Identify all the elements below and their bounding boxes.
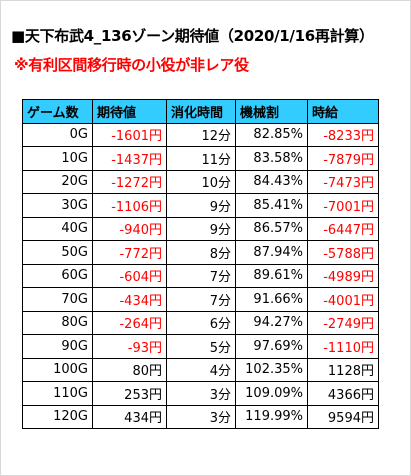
table-row: 90G -93円 5分 97.69% -1110円 xyxy=(22,334,379,359)
cell-expected-value: 253円 xyxy=(92,381,167,406)
header-hourly: 時給 xyxy=(307,99,379,124)
table-row: 0G -1601円 12分 82.85% -8233円 xyxy=(22,122,379,147)
cell-expected-value: -940円 xyxy=(92,216,167,241)
cell-payout: 97.69% xyxy=(235,334,308,359)
cell-payout: 87.94% xyxy=(235,240,308,265)
cell-time: 4分 xyxy=(166,357,236,382)
cell-expected-value: -772円 xyxy=(92,240,167,265)
cell-time: 7分 xyxy=(166,263,236,288)
cell-hourly: -1110円 xyxy=(307,334,379,359)
table-row: 80G -264円 6分 94.27% -2749円 xyxy=(22,310,379,335)
cell-time: 10分 xyxy=(166,169,236,194)
table-row: 110G 253円 3分 109.09% 4366円 xyxy=(22,381,379,406)
header-games: ゲーム数 xyxy=(22,99,93,124)
cell-expected-value: 434円 xyxy=(92,404,167,429)
cell-expected-value: -93円 xyxy=(92,334,167,359)
cell-payout: 94.27% xyxy=(235,310,308,335)
cell-hourly: -5788円 xyxy=(307,240,379,265)
cell-hourly: 1128円 xyxy=(307,357,379,382)
table-row: 60G -604円 7分 89.61% -4989円 xyxy=(22,263,379,288)
cell-games: 90G xyxy=(22,334,93,359)
cell-hourly: -8233円 xyxy=(307,122,379,147)
cell-hourly: -4989円 xyxy=(307,263,379,288)
cell-games: 50G xyxy=(22,240,93,265)
cell-hourly: -2749円 xyxy=(307,310,379,335)
cell-hourly: 9594円 xyxy=(307,404,379,429)
cell-hourly: -6447円 xyxy=(307,216,379,241)
cell-expected-value: -1272円 xyxy=(92,169,167,194)
cell-payout: 119.99% xyxy=(235,404,308,429)
cell-payout: 82.85% xyxy=(235,122,308,147)
header-time: 消化時間 xyxy=(166,99,236,124)
cell-time: 12分 xyxy=(166,122,236,147)
cell-games: 80G xyxy=(22,310,93,335)
table-row: 20G -1272円 10分 84.43% -7473円 xyxy=(22,169,379,194)
cell-games: 100G xyxy=(22,357,93,382)
table-row: 70G -434円 7分 91.66% -4001円 xyxy=(22,287,379,312)
cell-time: 9分 xyxy=(166,216,236,241)
table-row: 40G -940円 9分 86.57% -6447円 xyxy=(22,216,379,241)
cell-games: 30G xyxy=(22,193,93,218)
header-payout: 機械割 xyxy=(235,99,308,124)
table-row: 100G 80円 4分 102.35% 1128円 xyxy=(22,357,379,382)
cell-expected-value: -1106円 xyxy=(92,193,167,218)
expected-value-table: ゲーム数 期待値 消化時間 機械割 時給 0G -1601円 12分 82.85% -8… xyxy=(22,99,379,429)
cell-expected-value: -264円 xyxy=(92,310,167,335)
cell-time: 9分 xyxy=(166,193,236,218)
cell-games: 40G xyxy=(22,216,93,241)
table-row: 50G -772円 8分 87.94% -5788円 xyxy=(22,240,379,265)
cell-hourly: -7001円 xyxy=(307,193,379,218)
note-text: ※有利区間移行時の小役が非レア役 xyxy=(14,56,249,74)
table-row: 10G -1437円 11分 83.58% -7879円 xyxy=(22,146,379,171)
cell-hourly: 4366円 xyxy=(307,381,379,406)
table-row: 120G 434円 3分 119.99% 9594円 xyxy=(22,404,379,429)
cell-payout: 89.61% xyxy=(235,263,308,288)
cell-payout: 85.41% xyxy=(235,193,308,218)
cell-hourly: -4001円 xyxy=(307,287,379,312)
cell-games: 70G xyxy=(22,287,93,312)
cell-expected-value: -1601円 xyxy=(92,122,167,147)
table-row: 30G -1106円 9分 85.41% -7001円 xyxy=(22,193,379,218)
cell-time: 5分 xyxy=(166,334,236,359)
cell-expected-value: -434円 xyxy=(92,287,167,312)
cell-games: 10G xyxy=(22,146,93,171)
cell-games: 60G xyxy=(22,263,93,288)
cell-payout: 84.43% xyxy=(235,169,308,194)
cell-expected-value: 80円 xyxy=(92,357,167,382)
cell-time: 7分 xyxy=(166,287,236,312)
table-header-row: ゲーム数 期待値 消化時間 機械割 時給 xyxy=(22,99,379,124)
cell-games: 20G xyxy=(22,169,93,194)
table-body: 0G -1601円 12分 82.85% -8233円 10G -1437円 11分 83.58… xyxy=(22,122,379,429)
cell-time: 8分 xyxy=(166,240,236,265)
cell-payout: 86.57% xyxy=(235,216,308,241)
cell-games: 110G xyxy=(22,381,93,406)
cell-time: 3分 xyxy=(166,404,236,429)
cell-games: 0G xyxy=(22,122,93,147)
cell-time: 6分 xyxy=(166,310,236,335)
cell-hourly: -7473円 xyxy=(307,169,379,194)
cell-expected-value: -604円 xyxy=(92,263,167,288)
cell-payout: 91.66% xyxy=(235,287,308,312)
cell-expected-value: -1437円 xyxy=(92,146,167,171)
header-expected-value: 期待値 xyxy=(92,99,167,124)
cell-payout: 83.58% xyxy=(235,146,308,171)
cell-hourly: -7879円 xyxy=(307,146,379,171)
cell-payout: 109.09% xyxy=(235,381,308,406)
page-title: ■天下布武4_136ゾーン期待値（2020/1/16再計算） xyxy=(11,27,374,45)
cell-time: 11分 xyxy=(166,146,236,171)
cell-payout: 102.35% xyxy=(235,357,308,382)
cell-games: 120G xyxy=(22,404,93,429)
cell-time: 3分 xyxy=(166,381,236,406)
